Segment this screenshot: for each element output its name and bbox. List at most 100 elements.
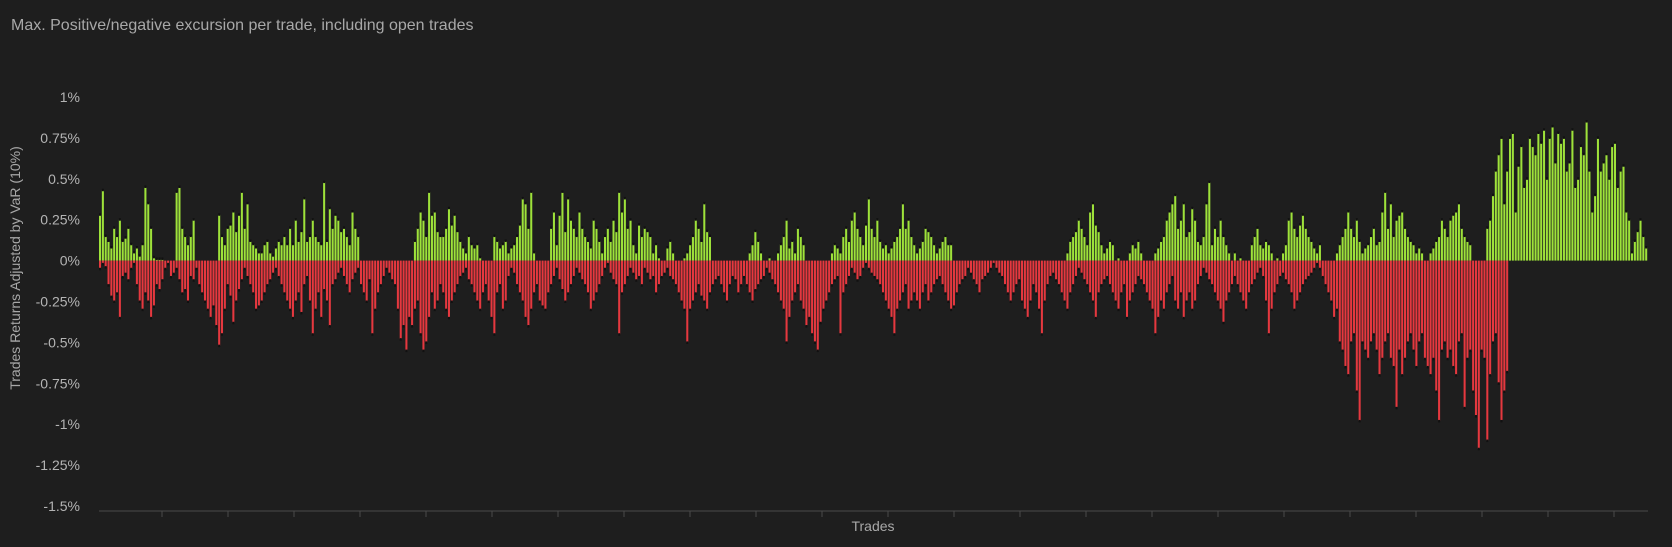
positive-bar — [1310, 240, 1313, 261]
positive-bar-cap — [1435, 239, 1438, 242]
negative-bar — [1440, 260, 1443, 351]
negative-bar-cap — [935, 279, 938, 282]
negative-bar-cap — [1418, 341, 1421, 344]
positive-bar — [223, 244, 226, 261]
negative-bar — [297, 260, 300, 294]
negative-bar-cap — [569, 284, 572, 287]
positive-bar-cap — [1574, 185, 1577, 188]
negative-bar — [396, 260, 399, 310]
positive-bar-cap — [643, 226, 646, 229]
negative-bar-cap — [445, 308, 448, 312]
positive-bar — [184, 236, 187, 261]
positive-bar-cap — [1432, 246, 1435, 249]
positive-bar — [1528, 137, 1531, 261]
negative-bar — [989, 260, 992, 269]
negative-bar — [916, 260, 919, 302]
negative-bar-cap — [235, 300, 238, 303]
positive-bar — [1625, 211, 1628, 261]
negative-bar-cap — [1038, 308, 1041, 312]
positive-bar-cap — [700, 239, 703, 242]
negative-bar — [992, 260, 995, 264]
negative-bar — [836, 260, 839, 277]
positive-bar-cap — [1301, 213, 1304, 216]
y-tick-label: -0.25% — [36, 294, 80, 310]
positive-bar-cap — [757, 239, 760, 242]
negative-bar — [901, 260, 904, 294]
positive-bar — [141, 244, 144, 261]
positive-bar-cap — [286, 242, 289, 246]
positive-bar — [181, 227, 184, 261]
negative-bar — [235, 260, 238, 302]
positive-bar — [249, 240, 252, 261]
negative-bar-cap — [1369, 341, 1373, 344]
positive-bar — [308, 236, 311, 261]
positive-bar — [243, 227, 246, 261]
negative-bar-cap — [811, 333, 814, 336]
positive-bar-cap — [1557, 131, 1560, 134]
positive-bar — [595, 227, 598, 261]
positive-bar — [1392, 236, 1395, 261]
negative-bar — [189, 260, 192, 277]
positive-bar — [623, 198, 626, 261]
positive-bar-cap — [1531, 144, 1534, 148]
positive-bar-cap — [1491, 193, 1495, 197]
negative-bar — [1438, 260, 1441, 421]
negative-bar-cap — [342, 275, 346, 279]
negative-bar — [629, 260, 632, 269]
negative-bar-cap — [978, 292, 981, 295]
positive-bar-cap — [703, 201, 706, 205]
positive-bar-cap — [1157, 246, 1160, 249]
positive-bar — [652, 252, 655, 261]
negative-bar — [720, 260, 723, 286]
positive-bar — [606, 227, 609, 261]
negative-bar — [955, 260, 958, 294]
positive-bar-cap — [1216, 234, 1219, 238]
negative-bar — [762, 260, 765, 277]
positive-bar — [464, 252, 468, 261]
positive-bar — [918, 247, 921, 261]
positive-bar — [751, 244, 754, 261]
negative-bar-cap — [666, 267, 669, 271]
positive-bar — [218, 214, 221, 261]
negative-bar — [986, 260, 990, 274]
positive-bar-cap — [640, 234, 643, 238]
negative-bar — [1375, 260, 1378, 351]
negative-bar-cap — [1421, 333, 1424, 336]
negative-bar — [274, 260, 277, 269]
positive-bar-cap — [850, 218, 853, 221]
positive-bar-cap — [768, 255, 771, 259]
negative-bar — [1273, 260, 1276, 294]
negative-bar-cap — [1321, 275, 1324, 279]
negative-bar — [1344, 260, 1347, 367]
positive-bar — [144, 186, 147, 261]
negative-bar-cap — [524, 316, 527, 320]
negative-bar — [518, 260, 521, 294]
positive-bar — [342, 227, 346, 261]
positive-bar-cap — [1613, 141, 1616, 144]
positive-bar — [901, 203, 904, 261]
negative-bar — [728, 260, 731, 286]
positive-bar-cap — [1083, 234, 1086, 238]
negative-bar-cap — [516, 284, 519, 287]
positive-bar — [229, 224, 232, 261]
positive-bar — [1083, 236, 1086, 261]
negative-bar-cap — [530, 308, 533, 312]
negative-bar-cap — [785, 341, 788, 344]
positive-bar — [1341, 236, 1344, 261]
negative-bar-cap — [1472, 390, 1475, 393]
negative-bar-cap — [1273, 292, 1276, 295]
positive-bar — [1452, 214, 1455, 261]
positive-bar — [708, 236, 711, 261]
negative-bar-cap — [907, 308, 910, 312]
negative-bar-cap — [101, 262, 104, 266]
positive-bar-cap — [121, 239, 124, 242]
negative-bar-cap — [1335, 308, 1338, 312]
positive-bar — [1500, 137, 1503, 261]
negative-bar-cap — [830, 284, 833, 287]
negative-bar-cap — [1196, 284, 1199, 287]
negative-bar-cap — [706, 308, 709, 312]
negative-bar-cap — [1293, 308, 1296, 312]
negative-bar-cap — [586, 292, 589, 295]
negative-bar-cap — [118, 316, 121, 320]
negative-bar-cap — [1083, 279, 1086, 282]
